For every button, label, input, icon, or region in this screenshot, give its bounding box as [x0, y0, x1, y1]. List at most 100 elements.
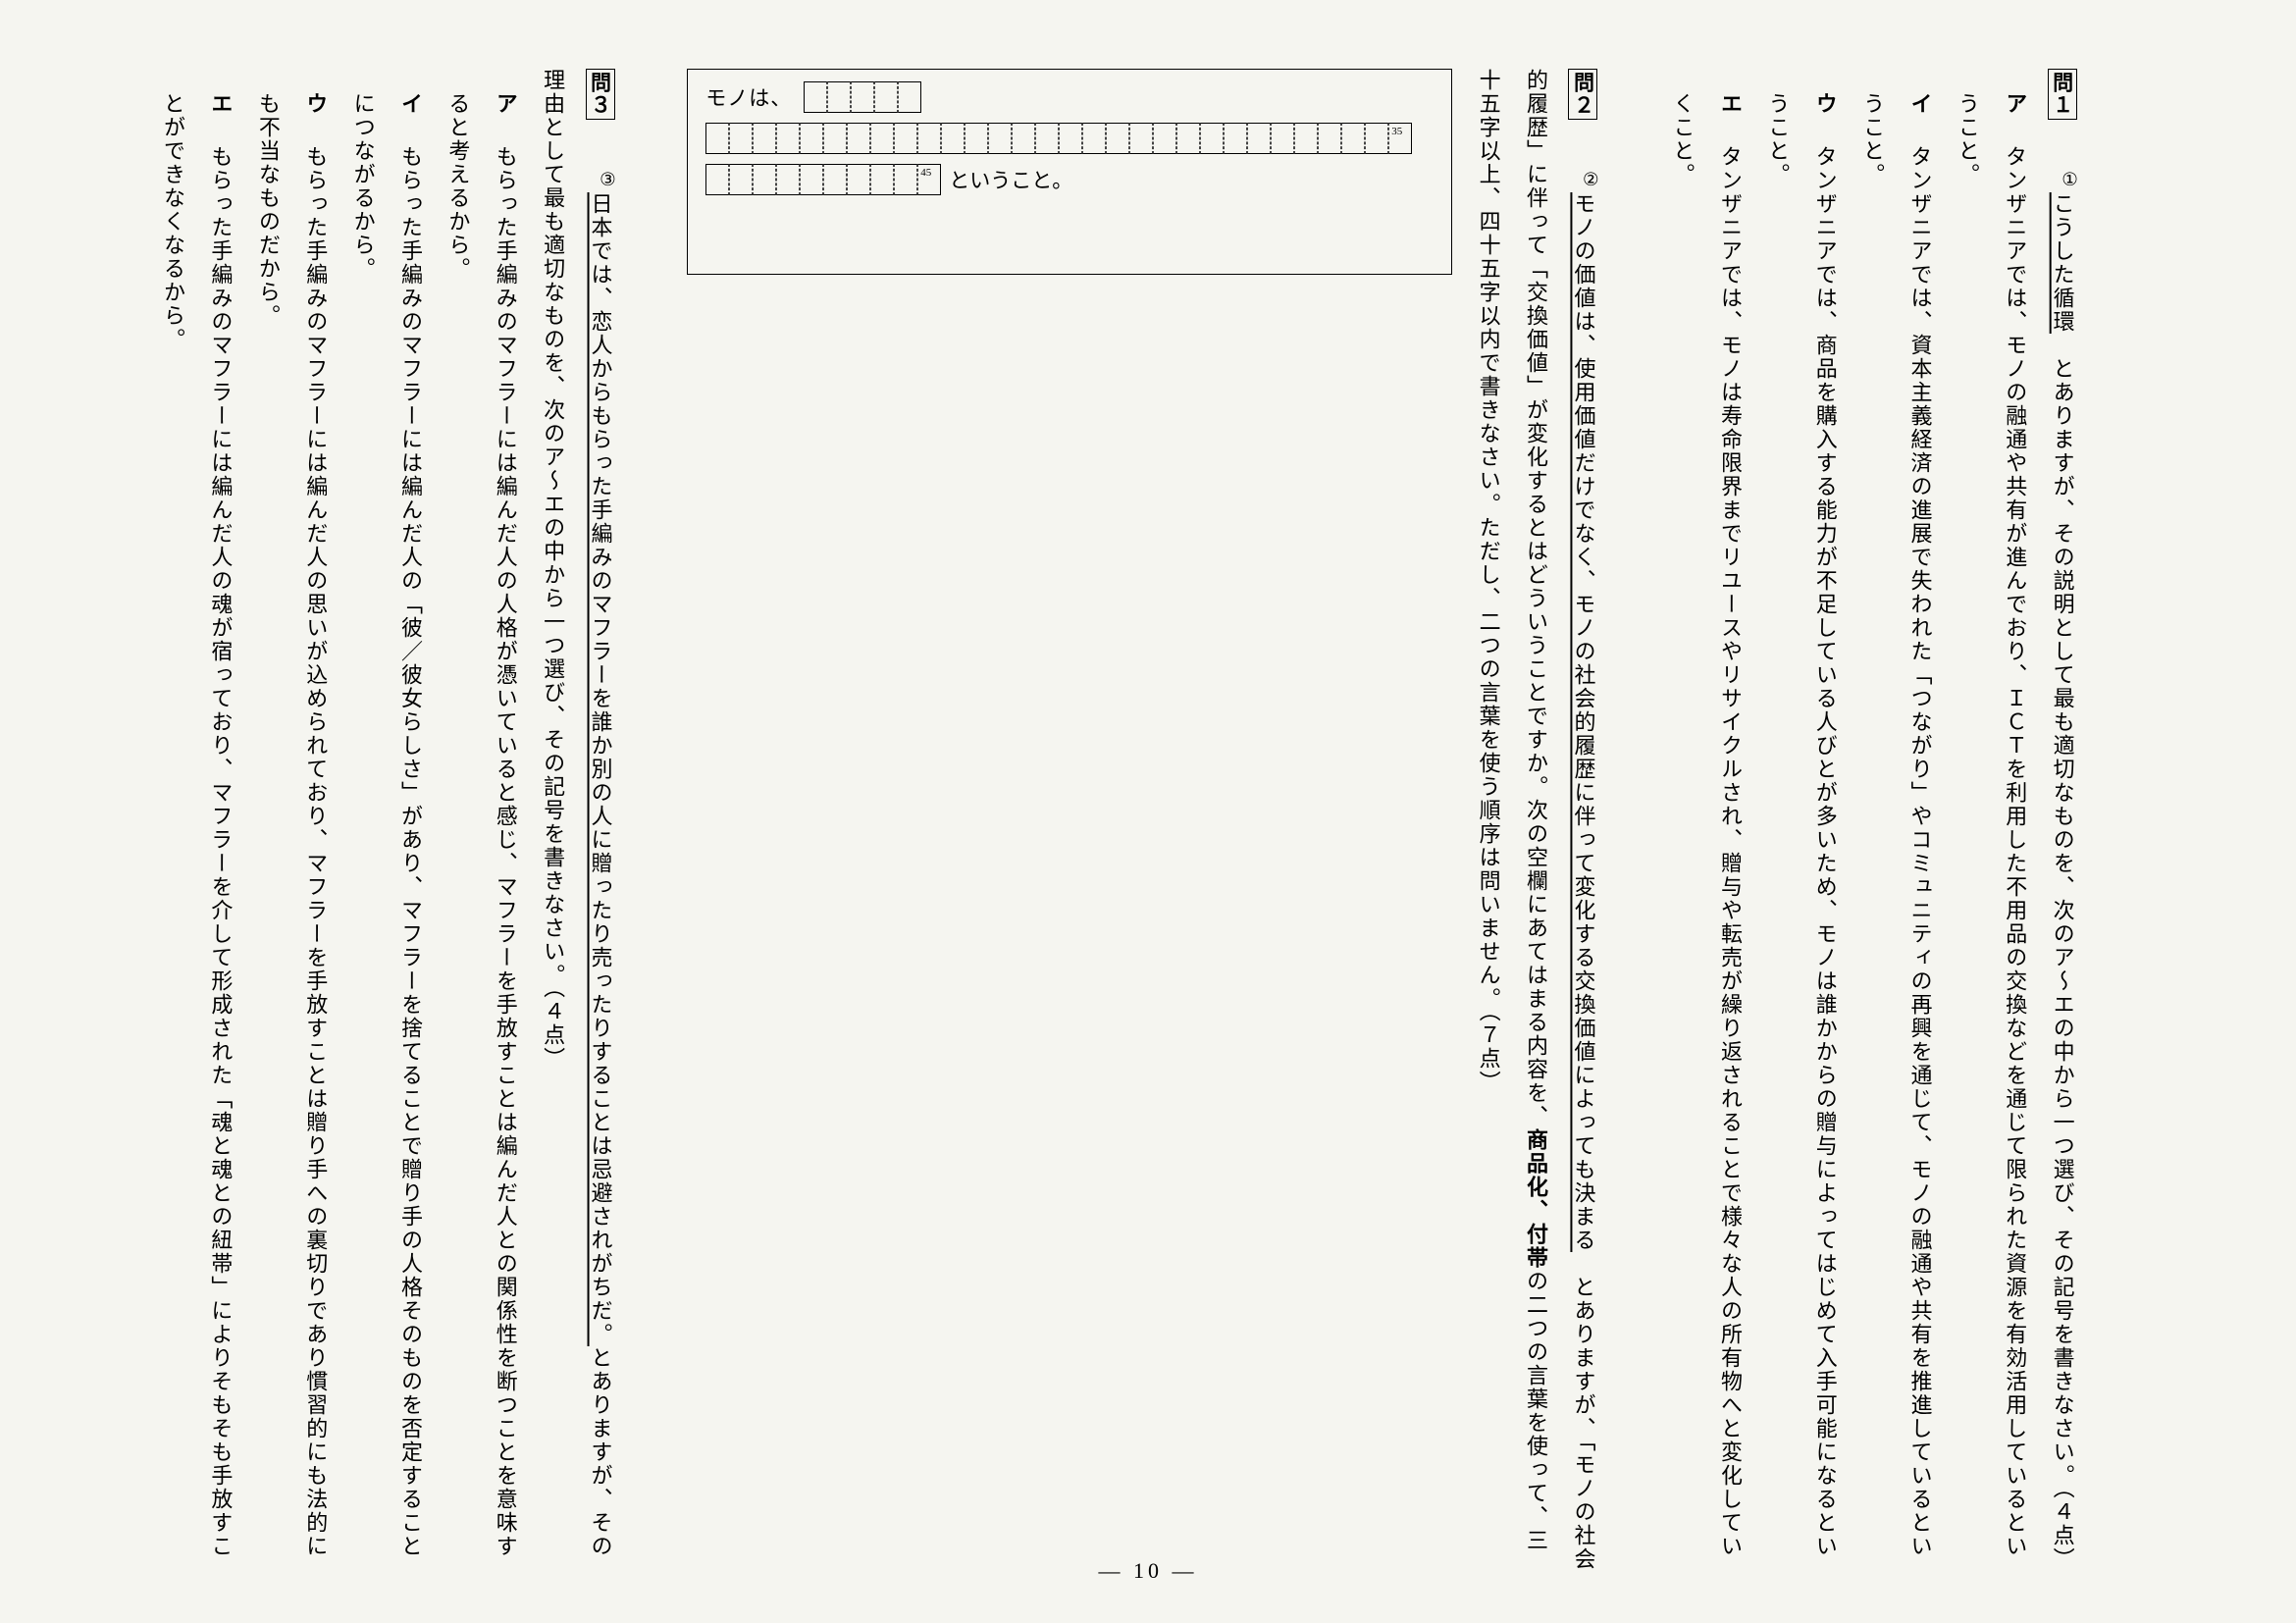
- grid-cell: [1294, 123, 1318, 154]
- grid-cell: [1318, 123, 1341, 154]
- q3-i-text: もらった手編みのマフラーには編んだ人の「彼／彼女らしさ」があり、マフラーを捨てる…: [351, 92, 423, 1558]
- text-column-2: 問３ ③日本では、恋人からもらった手編みのマフラーを誰か別の人に贈ったり売ったり…: [149, 69, 676, 1574]
- grid-cell: 45: [917, 164, 941, 195]
- grid-cell: [898, 81, 921, 113]
- q1-after: とありますが、その説明として最も適切なものを、次のア〜エの中から一つ選び、その記…: [2051, 334, 2075, 1571]
- q1-e-label: エ: [1718, 92, 1743, 116]
- grid-cell: [1200, 123, 1224, 154]
- page-content: 問１ ①こうした循環 とありますが、その説明として最も適切なものを、次のア〜エの…: [206, 69, 2090, 1574]
- grid-cell: [823, 164, 847, 195]
- grid-cell: [894, 164, 917, 195]
- q1-choice-u: ウ タンザニアでは、商品を購入する能力が不足している人びとが多いため、モノは誰か…: [1753, 69, 1849, 1574]
- grid-cell: [804, 81, 827, 113]
- q2-marker: ②: [1571, 170, 1610, 192]
- q3-choice-a: ア もらった手編みのマフラーには編んだ人の人格が憑いていると感じ、マフラーを手放…: [434, 69, 529, 1574]
- grid-cell: [800, 164, 823, 195]
- grid-cell: [823, 123, 847, 154]
- q1-choice-a: ア タンザニアでは、モノの融通や共有が進んでおり、ＩＣＴを利用した不用品の交換な…: [1944, 69, 2039, 1574]
- grid-cell: [1176, 123, 1200, 154]
- grid-cell: [1365, 123, 1388, 154]
- grid-cell: [827, 81, 851, 113]
- grid-cell: [776, 123, 800, 154]
- page-number: — 10 —: [1099, 1558, 1198, 1584]
- answer-box-header: モノは、: [705, 81, 921, 113]
- grid-cell: [705, 123, 729, 154]
- q3-e-label: エ: [208, 92, 233, 116]
- grid-cell: [847, 164, 870, 195]
- grid-cell: [1271, 123, 1294, 154]
- q1-u-text: タンザニアでは、商品を購入する能力が不足している人びとが多いため、モノは誰かから…: [1765, 92, 1837, 1558]
- box-prefix: モノは、: [705, 82, 792, 112]
- q3-u-text: もらった手編みのマフラーには編んだ人の思いが込められており、マフラーを手放すこと…: [256, 92, 328, 1558]
- q2-underline: モノの価値は、使用価値だけでなく、モノの社会的履歴に伴って変化する交換価値によっ…: [1571, 192, 1595, 1252]
- grid-row-3: 45: [705, 164, 941, 195]
- q1-marker: ①: [2051, 170, 2090, 192]
- q1-choice-i: イ タンザニアでは、資本主義経済の進展で失われた「つながり」やコミュニティの再興…: [1849, 69, 1944, 1574]
- grid-cell: [753, 123, 776, 154]
- grid-row-short: [804, 81, 921, 113]
- q3-a-label: ア: [494, 92, 518, 116]
- grid-cell: [870, 164, 894, 195]
- q1-line1: 問１ ①こうした循環 とありますが、その説明として最も適切なものを、次のア〜エの…: [2038, 69, 2090, 1574]
- answer-box-container: モノは、 35 45 ということ。: [687, 69, 1452, 1574]
- answer-box: モノは、 35 45 ということ。: [687, 69, 1452, 275]
- q1-underline: こうした循環: [2051, 192, 2075, 334]
- q1-choice-e: エ タンザニアでは、モノは寿命限界までリユースやリサイクルされ、贈与や転売が繰り…: [1658, 69, 1753, 1574]
- q3-label: 問３: [586, 69, 615, 120]
- q3-line1: 問３ ③日本では、恋人からもらった手編みのマフラーを誰か別の人に贈ったり売ったり…: [529, 69, 628, 1574]
- spacer1: [1611, 69, 1658, 1574]
- cell-count: 35: [1391, 126, 1402, 137]
- grid-cell: [729, 164, 753, 195]
- grid-cell: [1035, 123, 1059, 154]
- grid-cell: [965, 123, 988, 154]
- q1-u-label: ウ: [1813, 92, 1838, 116]
- grid-cell: [870, 123, 894, 154]
- grid-row-2-wrap: 35: [705, 123, 1412, 154]
- q3-choice-e: エ もらった手編みのマフラーには編んだ人の魂が宿っており、マフラーを介して形成さ…: [149, 69, 244, 1574]
- grid-cell: [1059, 123, 1082, 154]
- grid-cell: [1247, 123, 1271, 154]
- grid-cell: 35: [1388, 123, 1412, 154]
- grid-cell: [800, 123, 823, 154]
- q2-label: 問２: [1568, 69, 1597, 120]
- q3-marker: ③: [589, 170, 628, 192]
- cell-count: 45: [920, 167, 931, 179]
- grid-cell: [705, 164, 729, 195]
- grid-cell: [988, 123, 1012, 154]
- q3-underline: 日本では、恋人からもらった手編みのマフラーを誰か別の人に贈ったり売ったりすること…: [589, 192, 613, 1346]
- q2-keywords: 商品化、付帯: [1524, 1128, 1548, 1270]
- q2-line1: 問２ ②モノの価値は、使用価値だけでなく、モノの社会的履歴に伴って変化する交換価…: [1464, 69, 1611, 1574]
- grid-cell: [1012, 123, 1035, 154]
- grid-cell: [874, 81, 898, 113]
- grid-cell: [851, 81, 874, 113]
- grid-cell: [847, 123, 870, 154]
- grid-cell: [1341, 123, 1365, 154]
- grid-row-2: 35: [705, 123, 1412, 154]
- q3-a-text: もらった手編みのマフラーには編んだ人の人格が憑いていると感じ、マフラーを手放すこ…: [445, 92, 517, 1558]
- q3-i-label: イ: [398, 92, 423, 116]
- q3-e-text: もらった手編みのマフラーには編んだ人の魂が宿っており、マフラーを介して形成された…: [161, 92, 233, 1558]
- q1-label: 問１: [2048, 69, 2077, 120]
- q1-i-text: タンザニアでは、資本主義経済の進展で失われた「つながり」やコミュニティの再興を通…: [1860, 92, 1932, 1558]
- q1-i-label: イ: [1908, 92, 1933, 116]
- grid-cell: [1106, 123, 1129, 154]
- box-suffix: ということ。: [949, 165, 1072, 194]
- text-column: 問１ ①こうした循環 とありますが、その説明として最も適切なものを、次のア〜エの…: [1464, 69, 2090, 1574]
- grid-cell: [917, 123, 941, 154]
- q3-u-label: ウ: [303, 92, 328, 116]
- q3-choice-i: イ もらった手編みのマフラーには編んだ人の「彼／彼女らしさ」があり、マフラーを捨…: [339, 69, 434, 1574]
- grid-cell: [729, 123, 753, 154]
- grid-cell: [1153, 123, 1176, 154]
- grid-cell: [776, 164, 800, 195]
- grid-row-3-wrap: 45 ということ。: [705, 164, 1072, 195]
- grid-cell: [1082, 123, 1106, 154]
- q1-a-text: タンザニアでは、モノの融通や共有が進んでおり、ＩＣＴを利用した不用品の交換などを…: [1956, 92, 2027, 1558]
- grid-cell: [941, 123, 965, 154]
- q1-e-text: タンザニアでは、モノは寿命限界までリユースやリサイクルされ、贈与や転売が繰り返さ…: [1671, 92, 1743, 1558]
- grid-cell: [1129, 123, 1153, 154]
- q1-a-label: ア: [2003, 92, 2027, 116]
- q3-choice-u: ウ もらった手編みのマフラーには編んだ人の思いが込められており、マフラーを手放す…: [243, 69, 339, 1574]
- spacer2: [628, 69, 675, 1574]
- grid-cell: [894, 123, 917, 154]
- grid-cell: [753, 164, 776, 195]
